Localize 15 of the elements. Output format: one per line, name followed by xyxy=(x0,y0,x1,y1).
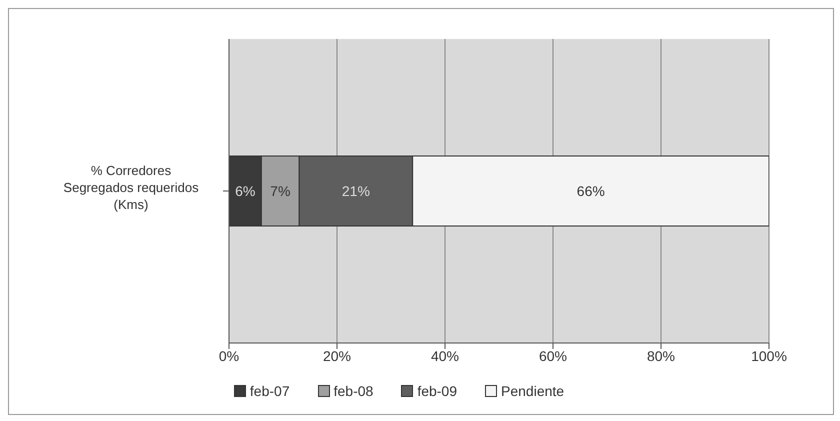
x-tick-label: 80% xyxy=(646,348,676,364)
legend-label: feb-07 xyxy=(250,383,290,399)
x-tick-label: 20% xyxy=(322,348,352,364)
legend-label: feb-09 xyxy=(417,383,458,399)
data-label: 21% xyxy=(342,183,370,199)
x-tick-label: 0% xyxy=(218,348,240,364)
data-label: 66% xyxy=(576,183,605,199)
x-tick-label: 100% xyxy=(751,348,787,364)
x-tick-label: 60% xyxy=(538,348,568,364)
x-tick-label: 40% xyxy=(430,348,460,364)
y-tick-label: % Corredores Segregados requeridos (Kms) xyxy=(63,163,200,212)
data-label: 7% xyxy=(270,183,290,199)
legend-label: Pendiente xyxy=(501,383,564,399)
legend-label: feb-08 xyxy=(334,383,374,399)
data-label: 6% xyxy=(235,183,256,199)
